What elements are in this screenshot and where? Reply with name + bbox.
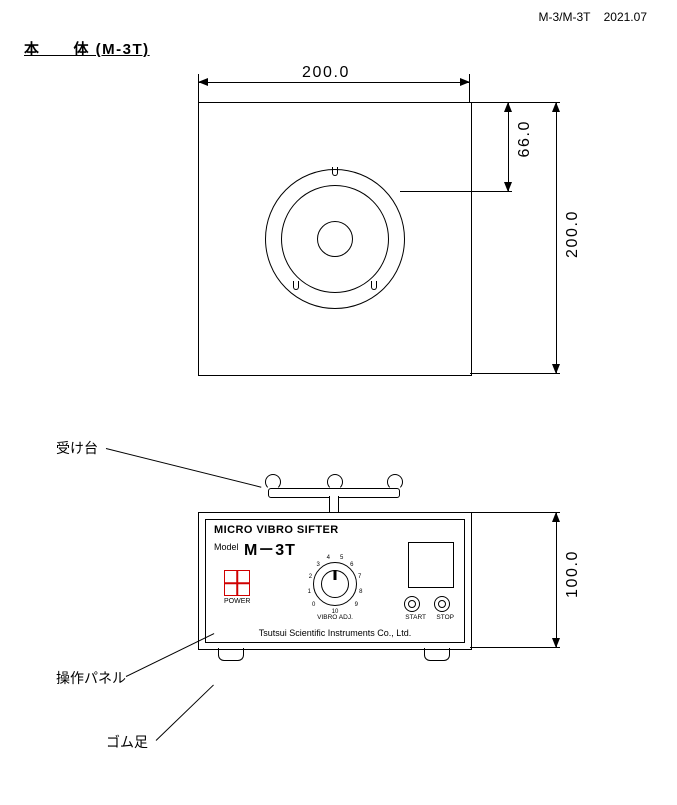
vibro-dial[interactable]: 0 1 2 3 4 5 6 7 8 9 10 bbox=[307, 556, 363, 612]
dim-width-top-label: 200.0 bbox=[300, 64, 352, 82]
hook-top bbox=[332, 167, 338, 176]
section-title: 本 体 (M-3T) bbox=[24, 38, 150, 59]
top-view bbox=[198, 102, 472, 376]
callout-foot: ゴム足 bbox=[106, 732, 148, 752]
callout-receiver-line bbox=[106, 448, 261, 488]
top-hub bbox=[317, 221, 353, 257]
doc-header: M-3/M-3T 2021.07 bbox=[538, 10, 647, 24]
dim-66-label: 66.0 bbox=[516, 120, 534, 158]
start-label: START bbox=[405, 614, 426, 621]
power-button[interactable] bbox=[224, 570, 250, 596]
timer-display bbox=[408, 542, 454, 588]
doc-date: 2021.07 bbox=[604, 10, 647, 24]
control-panel: MICRO VIBRO SIFTER Model M－3T POWER 0 1 … bbox=[205, 519, 465, 643]
hook-bl bbox=[293, 281, 299, 290]
callout-panel: 操作パネル bbox=[56, 668, 126, 688]
start-button[interactable] bbox=[404, 596, 420, 612]
stop-label: STOP bbox=[436, 614, 454, 621]
dim-height-front-label: 100.0 bbox=[564, 550, 582, 598]
rubber-foot-left bbox=[218, 648, 244, 661]
callout-receiver: 受け台 bbox=[56, 438, 98, 458]
dial-label: VIBRO ADJ. bbox=[317, 614, 353, 621]
stop-button[interactable] bbox=[434, 596, 450, 612]
doc-code: M-3/M-3T bbox=[538, 10, 590, 24]
receiver-post bbox=[329, 496, 339, 512]
callout-panel-line bbox=[126, 633, 215, 677]
hook-br bbox=[371, 281, 377, 290]
power-label: POWER bbox=[224, 598, 250, 605]
panel-model-prefix: Model bbox=[214, 542, 239, 552]
control-box: MICRO VIBRO SIFTER Model M－3T POWER 0 1 … bbox=[198, 512, 472, 650]
panel-model: M－3T bbox=[244, 536, 296, 560]
company-label: Tsutsui Scientific Instruments Co., Ltd. bbox=[206, 628, 464, 638]
rubber-foot-right bbox=[424, 648, 450, 661]
callout-foot-line bbox=[156, 685, 214, 741]
dim-height-top-label: 200.0 bbox=[564, 210, 582, 258]
panel-title: MICRO VIBRO SIFTER bbox=[214, 524, 339, 536]
